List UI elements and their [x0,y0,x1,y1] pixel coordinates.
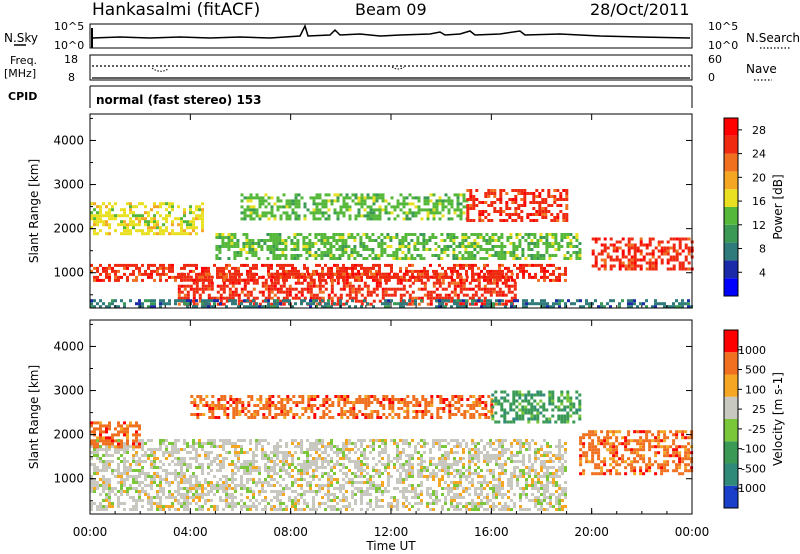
beam-title: Beam 09 [355,0,427,19]
nave-tick-top: 60 [708,53,722,66]
colorbar-segment [724,171,738,190]
y-tick-label: 4000 [53,133,84,147]
colorbar-tick-label: -1000 [734,482,766,495]
y-tick-label: 1000 [53,472,84,486]
y-tick-label: 2000 [53,428,84,442]
colorbar-tick-label: 20 [752,171,766,184]
echo-region [466,189,569,222]
colorbar-segment [724,352,738,375]
noise-tick-bottom-right: 10^0 [708,39,738,52]
date-title: 28/Oct/2011 [590,0,690,19]
colorbar-segment [724,463,738,486]
colorbar-segment [724,189,738,207]
colorbar-segment [724,278,738,296]
nave-tick-bottom: 0 [708,71,715,84]
x-tick-label: 00:00 [73,525,108,539]
freq-tick-bottom: 8 [68,71,75,84]
colorbar-tick-label: 1000 [738,344,766,357]
cpid-panel: CPID normal (fast stereo) 153 [8,85,693,108]
colorbar-segment [724,135,738,154]
colorbar-segment [724,224,738,243]
power-panel: 1000 2000 3000 4000 Slant Range [km] 4 8 12 16 20… [27,113,785,309]
x-tick-label: 12:00 [374,525,409,539]
x-tick-label: 16:00 [474,525,509,539]
colorbar-tick-label: -100 [741,443,766,456]
y-tick-label: 2000 [53,222,84,236]
echo-region [90,202,204,236]
echo-region [90,439,567,511]
echo-region [190,395,494,419]
station-title: Hankasalmi (fitACF) [92,0,260,20]
colorbar-tick-label: 28 [752,124,766,137]
echo-region [591,237,694,271]
panel-frame [89,319,693,515]
freq-panel: Freq. [MHz] 18 8 60 0 Nave [4,53,777,84]
colorbar-tick-label: 100 [745,383,766,396]
x-tick-label: 08:00 [273,525,308,539]
freq-label-1: Freq. [10,54,37,67]
y-axis-label: Slant Range [km] [27,365,41,469]
y-tick-label: 4000 [53,339,84,353]
echo-region [579,430,694,476]
colorbar-segment [724,396,738,419]
colorbar-segment [724,260,738,279]
x-axis-label: Time UT [365,539,416,553]
echo-region [240,193,469,221]
x-tick-label: 20:00 [574,525,609,539]
colorbar-segment [724,485,738,508]
colorbar-tick-label: 12 [752,219,766,232]
velocity-panel: 1000 2000 3000 4000 Slant Range [km] 1000 500 1… [27,319,785,515]
colorbar-tick-label: 500 [745,364,766,377]
noise-tick-top-right: 10^5 [708,20,738,33]
colorbar-segment [724,441,738,464]
y-axis-label: Slant Range [km] [27,159,41,263]
colorbar-tick-label: 8 [759,243,766,256]
echo-region [177,272,517,306]
noise-tick-top-left: 10^5 [54,20,84,33]
colorbar-frame [723,329,739,509]
y-tick-label: 3000 [53,384,84,398]
nave-label: Nave [746,62,777,76]
colorbar-label: Power [dB] [771,174,785,239]
colorbar-segment [724,419,738,442]
nsearch-label: N.Search [746,31,800,45]
echo-region [491,390,582,424]
freq-tick-top: 18 [64,53,78,66]
cpid-label: CPID [8,90,37,103]
x-tick-label: 04:00 [173,525,208,539]
colorbar-segment [724,374,738,397]
colorbar-tick-label: -500 [741,462,766,475]
freq-label-2: [MHz] [4,67,36,80]
y-tick-label: 3000 [53,178,84,192]
noise-sky-line [91,23,691,39]
colorbar-segment [724,242,738,261]
colorbar-frame [723,117,739,297]
cpid-text: normal (fast stereo) 153 [96,93,262,107]
echo-region [90,299,693,309]
x-tick-label: 00:00 [675,525,710,539]
echo-region [90,421,141,449]
colorbar-label: Velocity [m s-1] [771,372,785,466]
colorbar-segment [724,153,738,172]
colorbar-tick-label: 25 [752,403,766,416]
noise-panel: N.Sky 10^5 10^0 10^5 10^0 N.Search [4,20,800,52]
y-tick-label: 1000 [53,266,84,280]
colorbar-segment [724,330,738,353]
colorbar-tick-label: 24 [752,148,766,161]
echo-region [215,233,582,260]
colorbar-tick-label: -25 [748,423,766,436]
colorbar-segment [724,118,738,136]
colorbar-tick-label: 4 [759,266,766,279]
colorbar-tick-label: 16 [752,195,766,208]
noise-tick-bottom-left: 10^0 [54,39,84,52]
time-axis: 00:00 04:00 08:00 12:00 16:00 20:00 00:00 [73,114,710,539]
colorbar-segment [724,207,738,225]
nsky-label: N.Sky [4,31,38,45]
